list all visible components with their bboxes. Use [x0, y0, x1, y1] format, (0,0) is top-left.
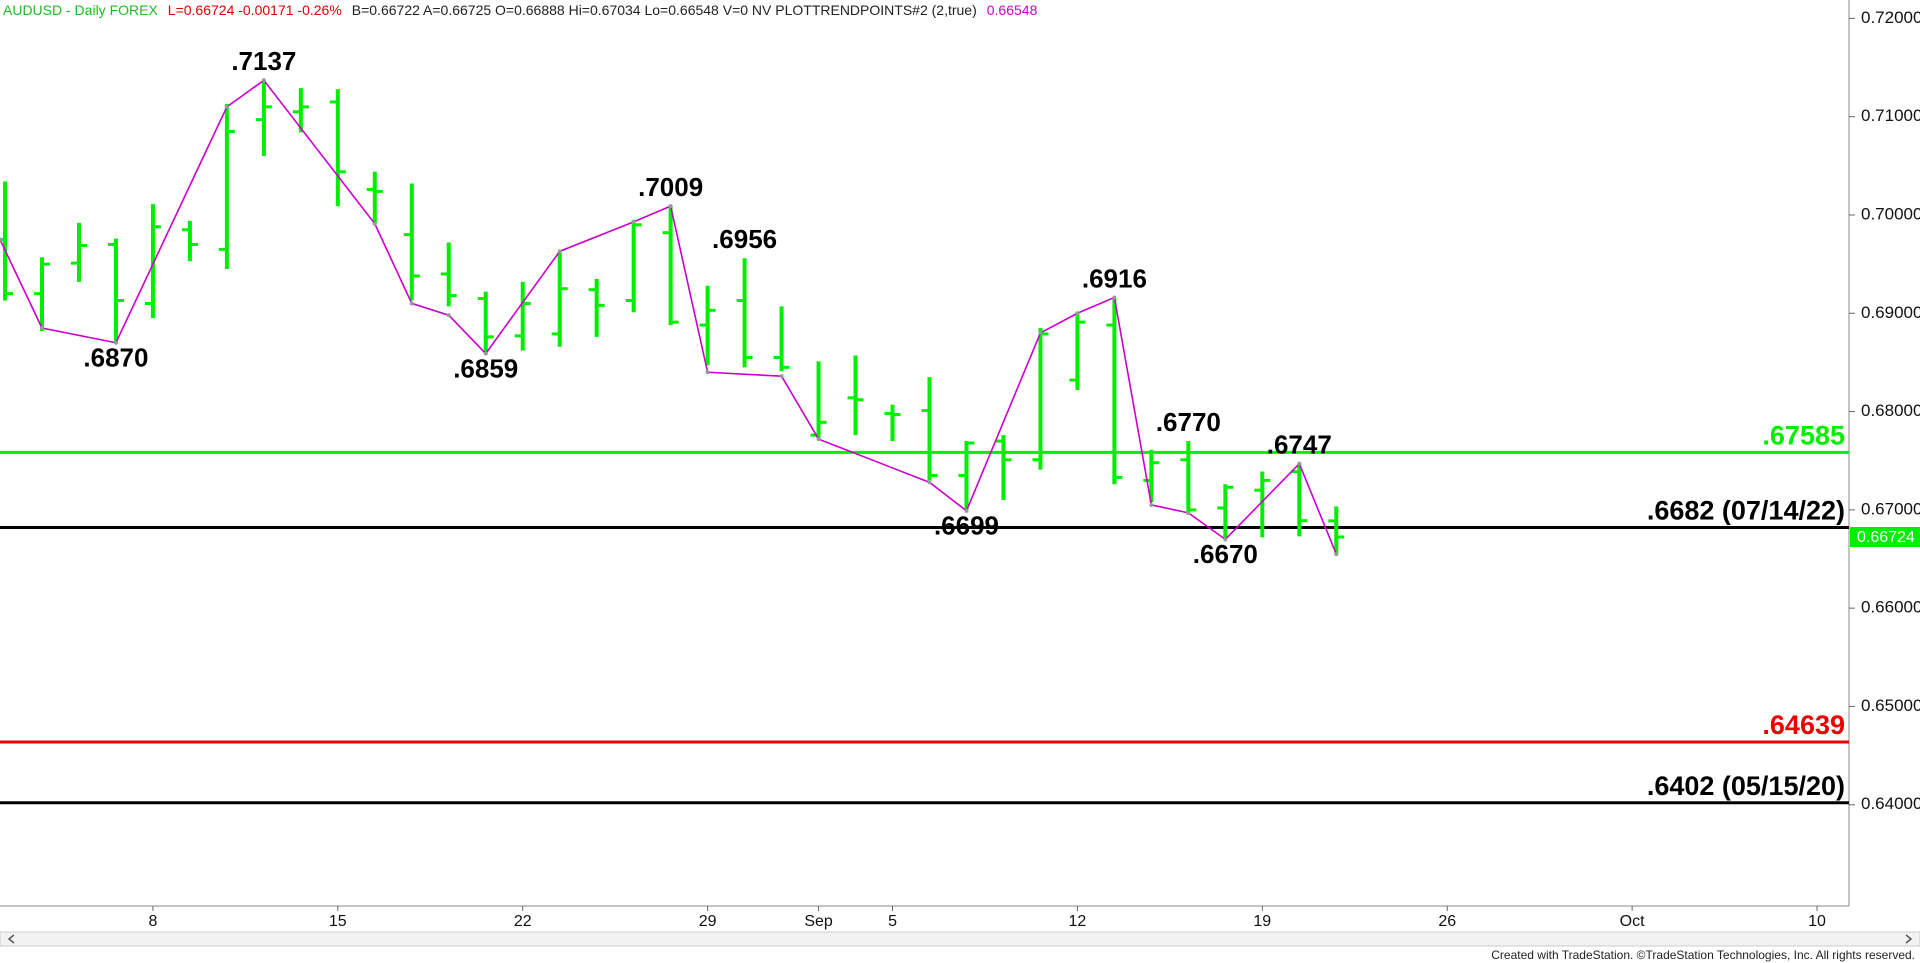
- swing-label: .6956: [712, 224, 777, 254]
- trend-point: [705, 370, 710, 375]
- scroll-left[interactable]: [7, 934, 15, 944]
- header-item: 0.66548: [987, 2, 1038, 18]
- trend-point: [1186, 510, 1191, 515]
- swing-label: .6870: [83, 343, 148, 373]
- trend-point: [1223, 537, 1228, 542]
- y-tick-label: 0.72000: [1861, 8, 1920, 27]
- x-tick-label: 22: [514, 913, 532, 930]
- trend-point: [1112, 295, 1117, 300]
- swing-label: .6699: [934, 511, 999, 541]
- level-label: .64639: [1762, 710, 1845, 740]
- x-tick-label: 12: [1069, 913, 1087, 930]
- x-tick-label: 19: [1253, 913, 1271, 930]
- x-tick-label: Oct: [1620, 913, 1645, 930]
- swing-label: .7009: [638, 172, 703, 202]
- x-tick-label: 8: [148, 913, 157, 930]
- swing-label: .6770: [1156, 407, 1221, 437]
- trend-point: [1038, 330, 1043, 335]
- chart-header: AUDUSD - Daily FOREX L=0.66724 -0.00171 -…: [3, 2, 1038, 18]
- swing-label: .6916: [1082, 263, 1147, 293]
- x-tick-label: 29: [699, 913, 717, 930]
- header-item: B=0.66722 A=0.66725 O=0.66888 Hi=0.67034…: [352, 2, 977, 18]
- y-tick-label: 0.69000: [1861, 303, 1920, 322]
- last-price-box: [1850, 526, 1920, 547]
- swing-label: .6670: [1193, 539, 1258, 569]
- trend-point: [1075, 311, 1080, 316]
- trend-point: [0, 237, 2, 242]
- trend-point: [816, 437, 821, 442]
- y-tick-label: 0.66000: [1861, 598, 1920, 617]
- trend-point: [631, 219, 636, 224]
- x-tick-label: 10: [1808, 913, 1826, 930]
- level-label: .67585: [1762, 420, 1845, 450]
- x-tick-label: Sep: [804, 913, 833, 930]
- level-label: .6402 (05/15/20): [1647, 771, 1845, 801]
- trend-point: [927, 480, 932, 485]
- y-tick-label: 0.70000: [1861, 204, 1920, 223]
- trend-point: [446, 313, 451, 318]
- y-tick-label: 0.71000: [1861, 106, 1920, 125]
- swing-label: .6859: [453, 353, 518, 383]
- trend-point: [483, 351, 488, 356]
- header-item: AUDUSD - Daily FOREX: [3, 2, 158, 18]
- x-tick-label: 15: [329, 913, 347, 930]
- trend-point: [409, 301, 414, 306]
- scroll-right[interactable]: [1905, 934, 1913, 944]
- scrollbar[interactable]: [0, 931, 1920, 947]
- footer: Created with TradeStation. ©TradeStation…: [1491, 948, 1915, 962]
- x-tick-label: 5: [888, 913, 897, 930]
- swing-label: .6747: [1267, 430, 1332, 460]
- level-label: .6682 (07/14/22): [1647, 496, 1845, 526]
- y-tick-label: 0.65000: [1861, 696, 1920, 715]
- trend-point: [261, 78, 266, 83]
- header-item: L=0.66724 -0.00171 -0.26%: [168, 2, 342, 18]
- y-tick-label: 0.64000: [1861, 794, 1920, 813]
- y-tick-label: 0.67000: [1861, 499, 1920, 518]
- trend-point: [668, 204, 673, 209]
- trend-point: [1297, 461, 1302, 466]
- trend-point: [224, 104, 229, 109]
- trend-point: [964, 508, 969, 513]
- x-tick-label: 26: [1438, 913, 1456, 930]
- trend-point: [372, 221, 377, 226]
- trend-point: [1149, 502, 1154, 507]
- swing-label: .7137: [231, 46, 296, 76]
- last-price-label: 0.66724: [1857, 529, 1915, 546]
- y-tick-label: 0.68000: [1861, 401, 1920, 420]
- trend-point: [557, 249, 562, 254]
- trend-point: [113, 340, 118, 345]
- trend-point: [779, 374, 784, 379]
- trend-point: [39, 326, 44, 331]
- trend-point: [1334, 552, 1339, 557]
